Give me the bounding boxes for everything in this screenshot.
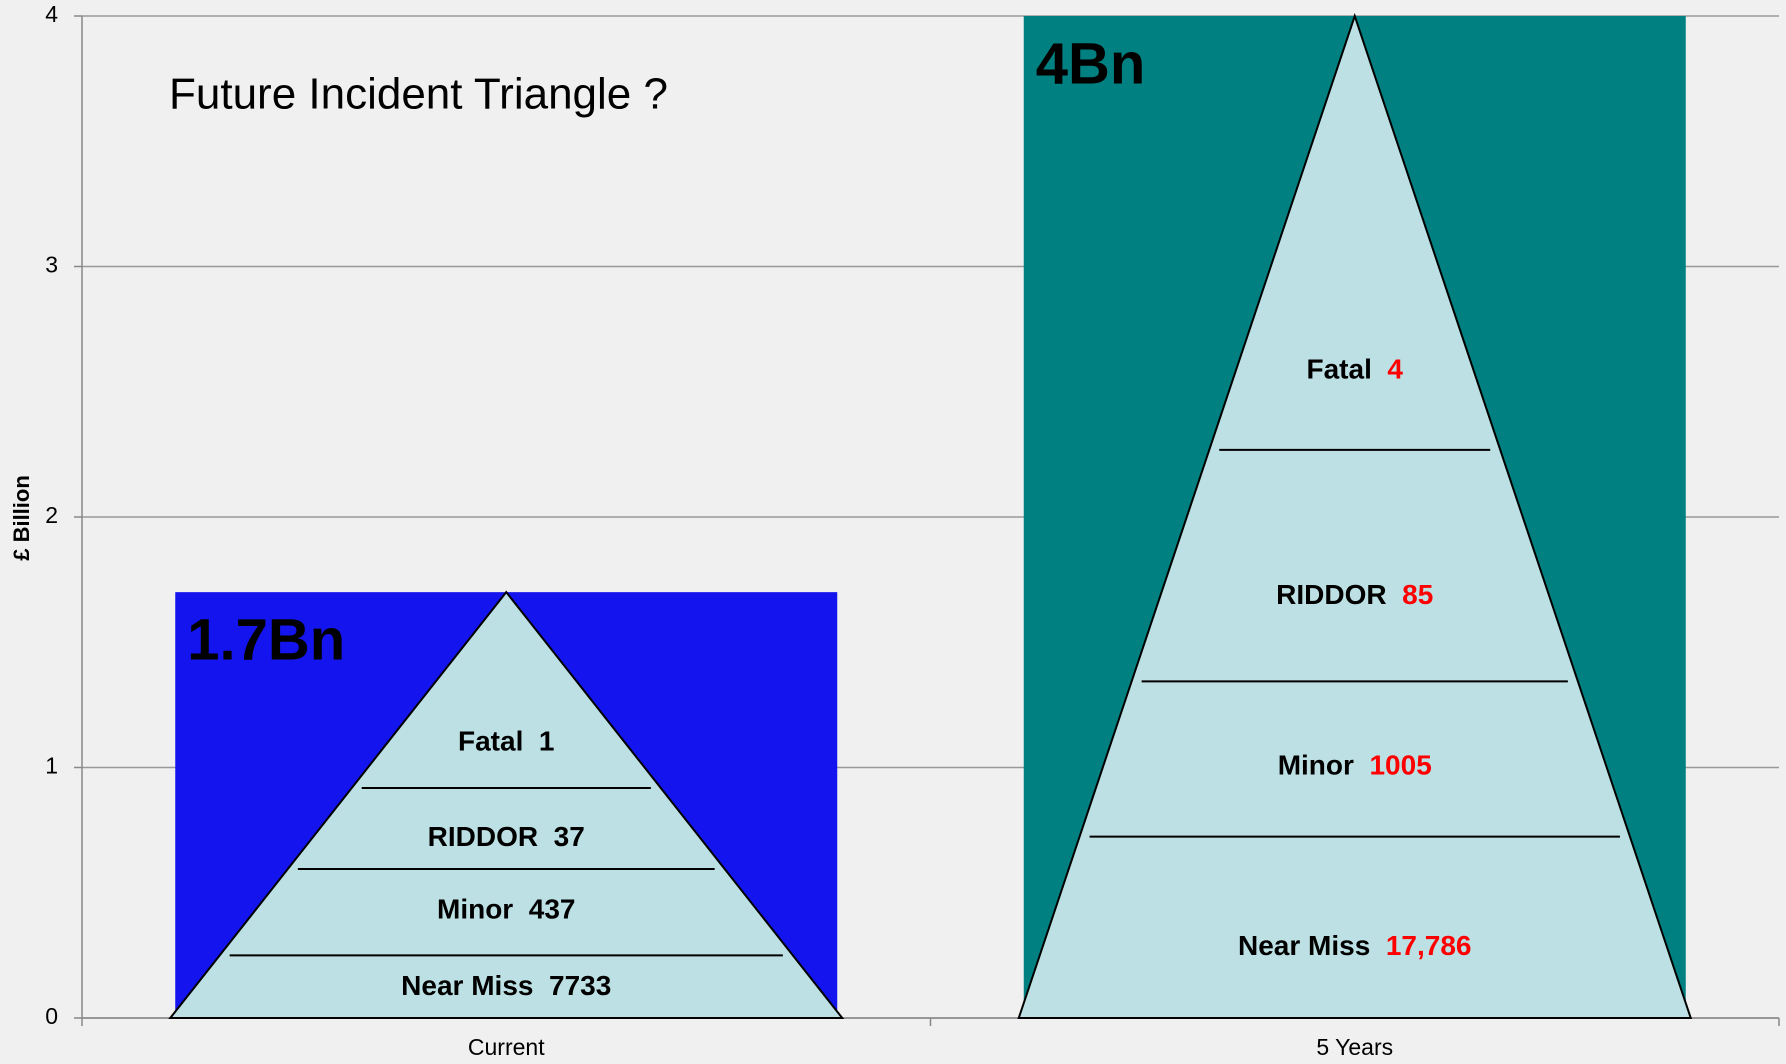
level-name: Near Miss: [401, 971, 533, 1002]
triangle-label: Fatal 1: [458, 726, 555, 757]
y-tick-label: 1: [45, 753, 58, 779]
level-count: 37: [554, 822, 585, 853]
triangle-label: Minor 1005: [1278, 750, 1432, 781]
triangle-label: RIDDOR 37: [428, 822, 585, 853]
level-name: Near Miss: [1238, 930, 1370, 961]
y-tick-label: 2: [45, 502, 58, 528]
triangle: [1017, 12, 1693, 1019]
level-count: 437: [529, 894, 576, 925]
level-count: 4: [1387, 354, 1403, 385]
level-count: 7733: [549, 971, 611, 1002]
y-tick-label: 4: [45, 1, 58, 27]
level-name: Minor: [437, 894, 513, 925]
triangle-label: Fatal 4: [1307, 354, 1404, 385]
triangle-label: Near Miss 7733: [401, 971, 611, 1002]
y-axis-label: £ Billion: [9, 475, 34, 561]
level-count: 1005: [1369, 750, 1431, 781]
level-count: 1: [539, 726, 555, 757]
level-name: Minor: [1278, 750, 1354, 781]
value-label: 1.7Bn: [187, 607, 345, 672]
triangle-label: Minor 437: [437, 894, 576, 925]
triangle-label: RIDDOR 85: [1276, 580, 1433, 611]
triangle: [168, 590, 845, 1019]
x-tick-label: 5 Years: [1316, 1034, 1393, 1060]
triangle-label: Near Miss 17,786: [1238, 930, 1472, 961]
y-tick-label: 0: [45, 1003, 58, 1029]
chart-title: Future Incident Triangle ?: [169, 70, 668, 119]
level-name: Fatal: [458, 726, 523, 757]
x-tick-label: Current: [468, 1034, 545, 1060]
value-label: 4Bn: [1036, 31, 1146, 96]
level-count: 17,786: [1386, 930, 1472, 961]
level-count: 85: [1402, 580, 1433, 611]
level-name: RIDDOR: [428, 822, 538, 853]
level-name: RIDDOR: [1276, 580, 1386, 611]
y-tick-label: 3: [45, 252, 58, 278]
level-name: Fatal: [1307, 354, 1372, 385]
